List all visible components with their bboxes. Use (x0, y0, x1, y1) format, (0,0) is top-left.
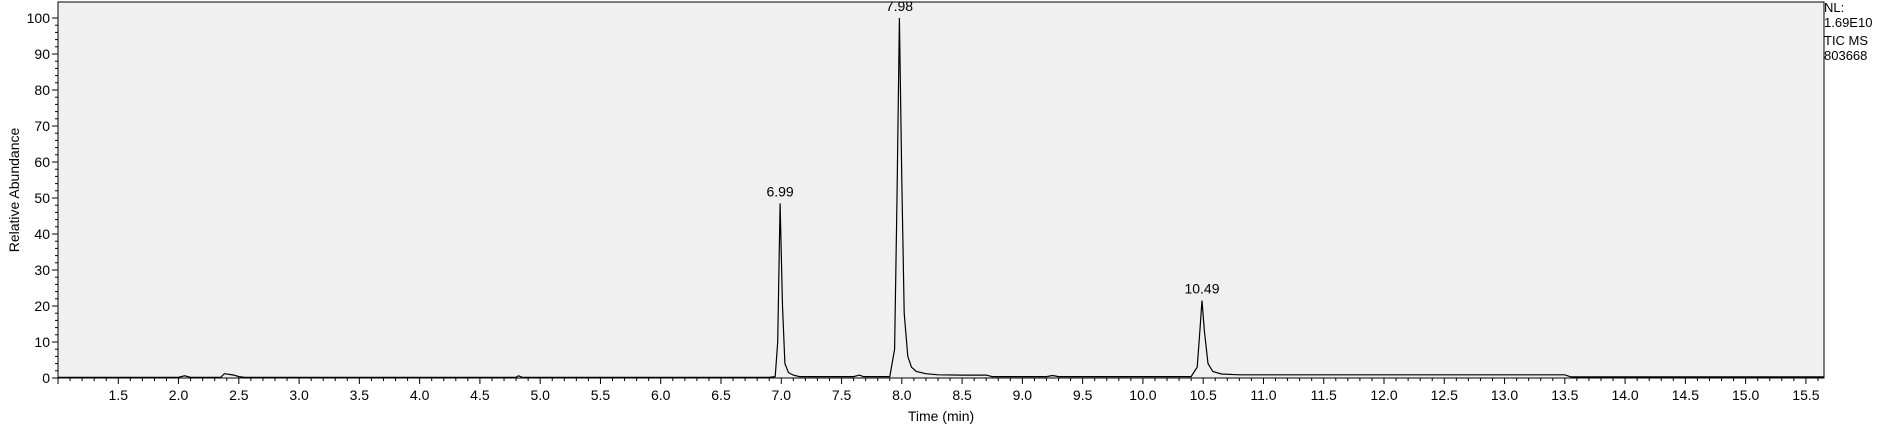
peak-label: 10.49 (1184, 281, 1219, 297)
y-axis: 0 10 20 30 40 50 60 70 80 90 100 (27, 10, 58, 386)
x-tick-label: 9.0 (1013, 387, 1033, 403)
x-tick-label: 5.5 (591, 387, 611, 403)
x-axis-title: Time (min) (908, 408, 974, 424)
x-tick-label: 9.5 (1073, 387, 1093, 403)
y-axis-title: Relative Abundance (6, 128, 22, 253)
x-tick-label: 3.0 (289, 387, 309, 403)
y-tick-label: 0 (42, 370, 50, 386)
x-tick-label: 12.5 (1431, 387, 1458, 403)
x-tick-label: 10.5 (1190, 387, 1217, 403)
x-tick-label: 5.0 (530, 387, 550, 403)
y-tick-label: 40 (34, 226, 50, 242)
info-scan-filter: TIC MS (1824, 33, 1869, 48)
y-tick-label: 30 (34, 262, 50, 278)
x-tick-label: 7.0 (772, 387, 792, 403)
x-tick-label: 11.0 (1250, 387, 1276, 403)
y-tick-label: 20 (34, 298, 50, 314)
x-tick-label: 1.5 (109, 387, 129, 403)
x-tick-label: 2.0 (169, 387, 189, 403)
y-tick-label: 80 (34, 82, 50, 98)
x-tick-label: 8.0 (892, 387, 912, 403)
x-tick-label: 13.5 (1551, 387, 1578, 403)
x-tick-label: 12.0 (1370, 387, 1397, 403)
x-tick-label: 15.0 (1732, 387, 1759, 403)
info-file-id: 803668 (1824, 48, 1868, 63)
x-tick-label: 15.5 (1792, 387, 1819, 403)
x-tick-label: 14.0 (1611, 387, 1638, 403)
peak-label: 6.99 (766, 183, 793, 199)
y-tick-label: 90 (34, 46, 50, 62)
x-tick-label: 6.5 (711, 387, 731, 403)
plot-area (57, 1, 1825, 379)
y-tick-label: 70 (34, 118, 50, 134)
x-tick-label: 7.5 (832, 387, 852, 403)
x-tick-label: 4.0 (410, 387, 430, 403)
x-tick-label: 4.5 (470, 387, 490, 403)
x-tick-label: 13.0 (1491, 387, 1518, 403)
x-tick-label: 14.5 (1672, 387, 1699, 403)
y-tick-label: 100 (27, 10, 51, 26)
x-tick-label: 2.5 (229, 387, 249, 403)
x-tick-label: 10.0 (1129, 387, 1156, 403)
tic-trace-line (58, 17, 1824, 378)
x-tick-label: 6.0 (651, 387, 671, 403)
x-tick-label: 11.5 (1311, 387, 1337, 403)
info-normalization-label: NL: (1824, 0, 1845, 15)
y-tick-label: 60 (34, 154, 50, 170)
y-tick-label: 10 (34, 334, 50, 350)
peak-label: 7.98 (886, 0, 913, 14)
x-axis: 1.5 2.0 2.5 3.0 3.5 4.0 4.5 5.0 5.5 6.0 6.5 7.0 7.5 8… (57, 378, 1820, 403)
x-tick-label: 3.5 (350, 387, 370, 403)
y-tick-label: 50 (34, 190, 50, 206)
peak-labels: 6.99 7.98 10.49 (766, 0, 1219, 297)
info-normalization-value: 1.69E10 (1824, 15, 1873, 30)
x-tick-label: 8.5 (952, 387, 972, 403)
